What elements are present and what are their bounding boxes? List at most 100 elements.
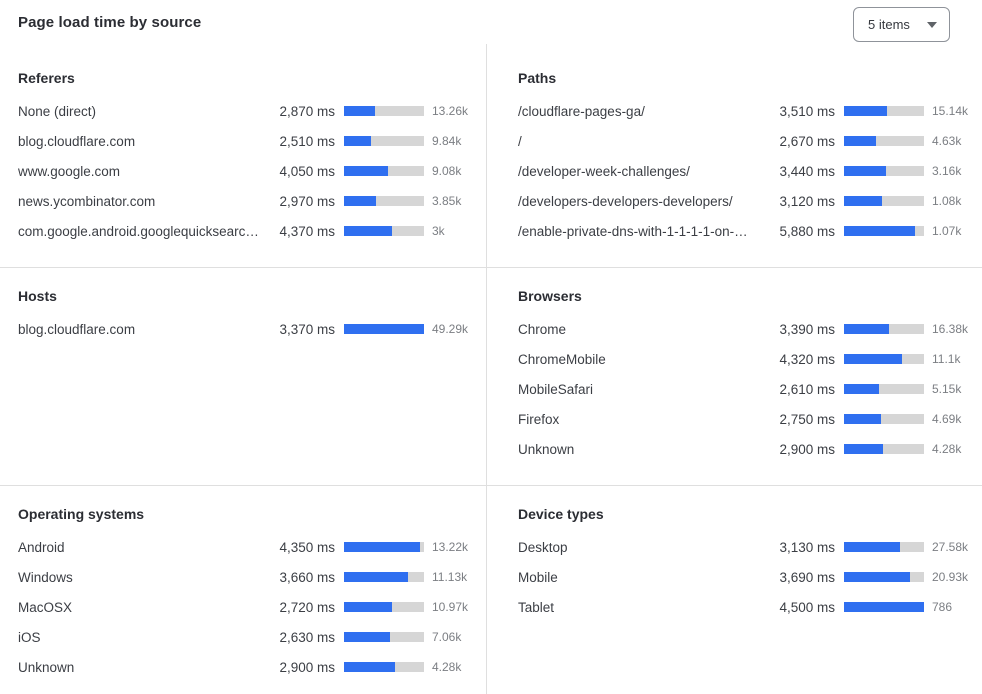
row-count: 1.07k bbox=[932, 224, 962, 238]
row-bar-track bbox=[344, 226, 424, 236]
row-bar-track bbox=[844, 354, 924, 364]
metric-row[interactable]: /enable-private-dns-with-1-1-1-1-on-… 5,… bbox=[518, 216, 974, 246]
metric-row[interactable]: Unknown 2,900 ms 4.28k bbox=[18, 652, 474, 682]
row-bar-track bbox=[344, 196, 424, 206]
row-count: 11.13k bbox=[432, 570, 468, 584]
row-bar-track bbox=[344, 542, 424, 552]
metric-row[interactable]: /developer-week-challenges/ 3,440 ms 3.1… bbox=[518, 156, 974, 186]
section-title: Browsers bbox=[518, 288, 582, 304]
row-count: 3.85k bbox=[432, 194, 462, 208]
metric-row[interactable]: Firefox 2,750 ms 4.69k bbox=[518, 404, 974, 434]
row-load-time: 2,510 ms bbox=[279, 133, 335, 149]
row-bar-fill bbox=[844, 354, 902, 364]
row-bar-fill bbox=[844, 384, 879, 394]
row-load-time: 2,900 ms bbox=[279, 659, 335, 675]
row-load-time: 2,670 ms bbox=[779, 133, 835, 149]
row-label: MacOSX bbox=[18, 599, 73, 615]
row-count: 11.1k bbox=[932, 352, 961, 366]
row-label: news.ycombinator.com bbox=[18, 193, 156, 209]
metric-row[interactable]: blog.cloudflare.com 3,370 ms 49.29k bbox=[18, 314, 474, 344]
row-bar-fill bbox=[344, 196, 377, 206]
metric-row[interactable]: /cloudflare-pages-ga/ 3,510 ms 15.14k bbox=[518, 96, 974, 126]
row-bar-track bbox=[844, 602, 924, 612]
row-label: Desktop bbox=[518, 539, 568, 555]
page-title: Page load time by source bbox=[18, 14, 202, 31]
row-count: 27.58k bbox=[932, 540, 969, 554]
row-count: 1.08k bbox=[932, 194, 962, 208]
row-count: 4.69k bbox=[932, 412, 962, 426]
metric-row[interactable]: news.ycombinator.com 2,970 ms 3.85k bbox=[18, 186, 474, 216]
metric-row[interactable]: ChromeMobile 4,320 ms 11.1k bbox=[518, 344, 974, 374]
row-bar-fill bbox=[344, 136, 372, 146]
section-title: Operating systems bbox=[18, 506, 145, 522]
metric-row[interactable]: Tablet 4,500 ms 786 bbox=[518, 592, 974, 622]
metric-row[interactable]: MobileSafari 2,610 ms 5.15k bbox=[518, 374, 974, 404]
metric-row[interactable]: www.google.com 4,050 ms 9.08k bbox=[18, 156, 474, 186]
row-load-time: 2,610 ms bbox=[779, 381, 835, 397]
section-rows: Desktop 3,130 ms 27.58k Mobile 3,690 ms … bbox=[518, 532, 974, 622]
row-label: /enable-private-dns-with-1-1-1-1-on-… bbox=[518, 223, 748, 239]
row-bar-track bbox=[344, 324, 424, 334]
row-load-time: 3,660 ms bbox=[279, 569, 335, 585]
metric-row[interactable]: Windows 3,660 ms 11.13k bbox=[18, 562, 474, 592]
row-bar-track bbox=[844, 196, 924, 206]
metric-row[interactable]: Android 4,350 ms 13.22k bbox=[18, 532, 474, 562]
section-rows: Chrome 3,390 ms 16.38k ChromeMobile 4,32… bbox=[518, 314, 974, 464]
row-load-time: 4,320 ms bbox=[779, 351, 835, 367]
row-count: 3.16k bbox=[932, 164, 962, 178]
section-paths: Paths /cloudflare-pages-ga/ 3,510 ms 15.… bbox=[518, 70, 974, 246]
row-label: Android bbox=[18, 539, 65, 555]
section-browsers: Browsers Chrome 3,390 ms 16.38k ChromeMo… bbox=[518, 288, 974, 464]
row-count: 13.26k bbox=[432, 104, 469, 118]
row-bar-track bbox=[844, 136, 924, 146]
row-bar-fill bbox=[844, 166, 886, 176]
section-divider bbox=[0, 485, 982, 486]
row-bar-track bbox=[844, 444, 924, 454]
row-load-time: 3,130 ms bbox=[779, 539, 835, 555]
row-bar-fill bbox=[844, 136, 877, 146]
row-load-time: 3,510 ms bbox=[779, 103, 835, 119]
metric-row[interactable]: / 2,670 ms 4.63k bbox=[518, 126, 974, 156]
row-label: Mobile bbox=[518, 569, 558, 585]
metric-row[interactable]: Mobile 3,690 ms 20.93k bbox=[518, 562, 974, 592]
metric-row[interactable]: blog.cloudflare.com 2,510 ms 9.84k bbox=[18, 126, 474, 156]
row-count: 20.93k bbox=[932, 570, 969, 584]
row-label: MobileSafari bbox=[518, 381, 594, 397]
row-load-time: 4,500 ms bbox=[779, 599, 835, 615]
row-bar-fill bbox=[844, 196, 882, 206]
row-bar-fill bbox=[344, 632, 391, 642]
row-label: /cloudflare-pages-ga/ bbox=[518, 103, 645, 119]
row-bar-track bbox=[344, 632, 424, 642]
row-label: blog.cloudflare.com bbox=[18, 133, 136, 149]
metric-row[interactable]: None (direct) 2,870 ms 13.26k bbox=[18, 96, 474, 126]
row-bar-fill bbox=[344, 324, 424, 334]
metric-row[interactable]: MacOSX 2,720 ms 10.97k bbox=[18, 592, 474, 622]
metric-row[interactable]: Chrome 3,390 ms 16.38k bbox=[518, 314, 974, 344]
row-load-time: 2,870 ms bbox=[279, 103, 335, 119]
row-label: /developer-week-challenges/ bbox=[518, 163, 690, 179]
metric-row[interactable]: Desktop 3,130 ms 27.58k bbox=[518, 532, 974, 562]
items-count-dropdown[interactable]: 5 items bbox=[853, 7, 950, 42]
column-divider bbox=[486, 44, 487, 694]
row-count: 9.84k bbox=[432, 134, 462, 148]
row-count: 7.06k bbox=[432, 630, 462, 644]
row-label: Firefox bbox=[518, 411, 560, 427]
row-count: 4.28k bbox=[432, 660, 462, 674]
row-count: 786 bbox=[932, 600, 953, 614]
row-bar-track bbox=[844, 542, 924, 552]
row-label: Unknown bbox=[518, 441, 575, 457]
row-label: Chrome bbox=[518, 321, 567, 337]
row-bar-track bbox=[344, 602, 424, 612]
section-referers: Referers None (direct) 2,870 ms 13.26k b… bbox=[18, 70, 474, 246]
row-count: 15.14k bbox=[932, 104, 969, 118]
metric-row[interactable]: Unknown 2,900 ms 4.28k bbox=[518, 434, 974, 464]
row-bar-track bbox=[844, 414, 924, 424]
row-count: 3k bbox=[432, 224, 445, 238]
metric-row[interactable]: /developers-developers-developers/ 3,120… bbox=[518, 186, 974, 216]
section-device-types: Device types Desktop 3,130 ms 27.58k Mob… bbox=[518, 506, 974, 622]
metric-row[interactable]: iOS 2,630 ms 7.06k bbox=[18, 622, 474, 652]
metric-row[interactable]: com.google.android.googlequicksearc… 4,3… bbox=[18, 216, 474, 246]
row-label: None (direct) bbox=[18, 103, 97, 119]
section-rows: /cloudflare-pages-ga/ 3,510 ms 15.14k / … bbox=[518, 96, 974, 246]
